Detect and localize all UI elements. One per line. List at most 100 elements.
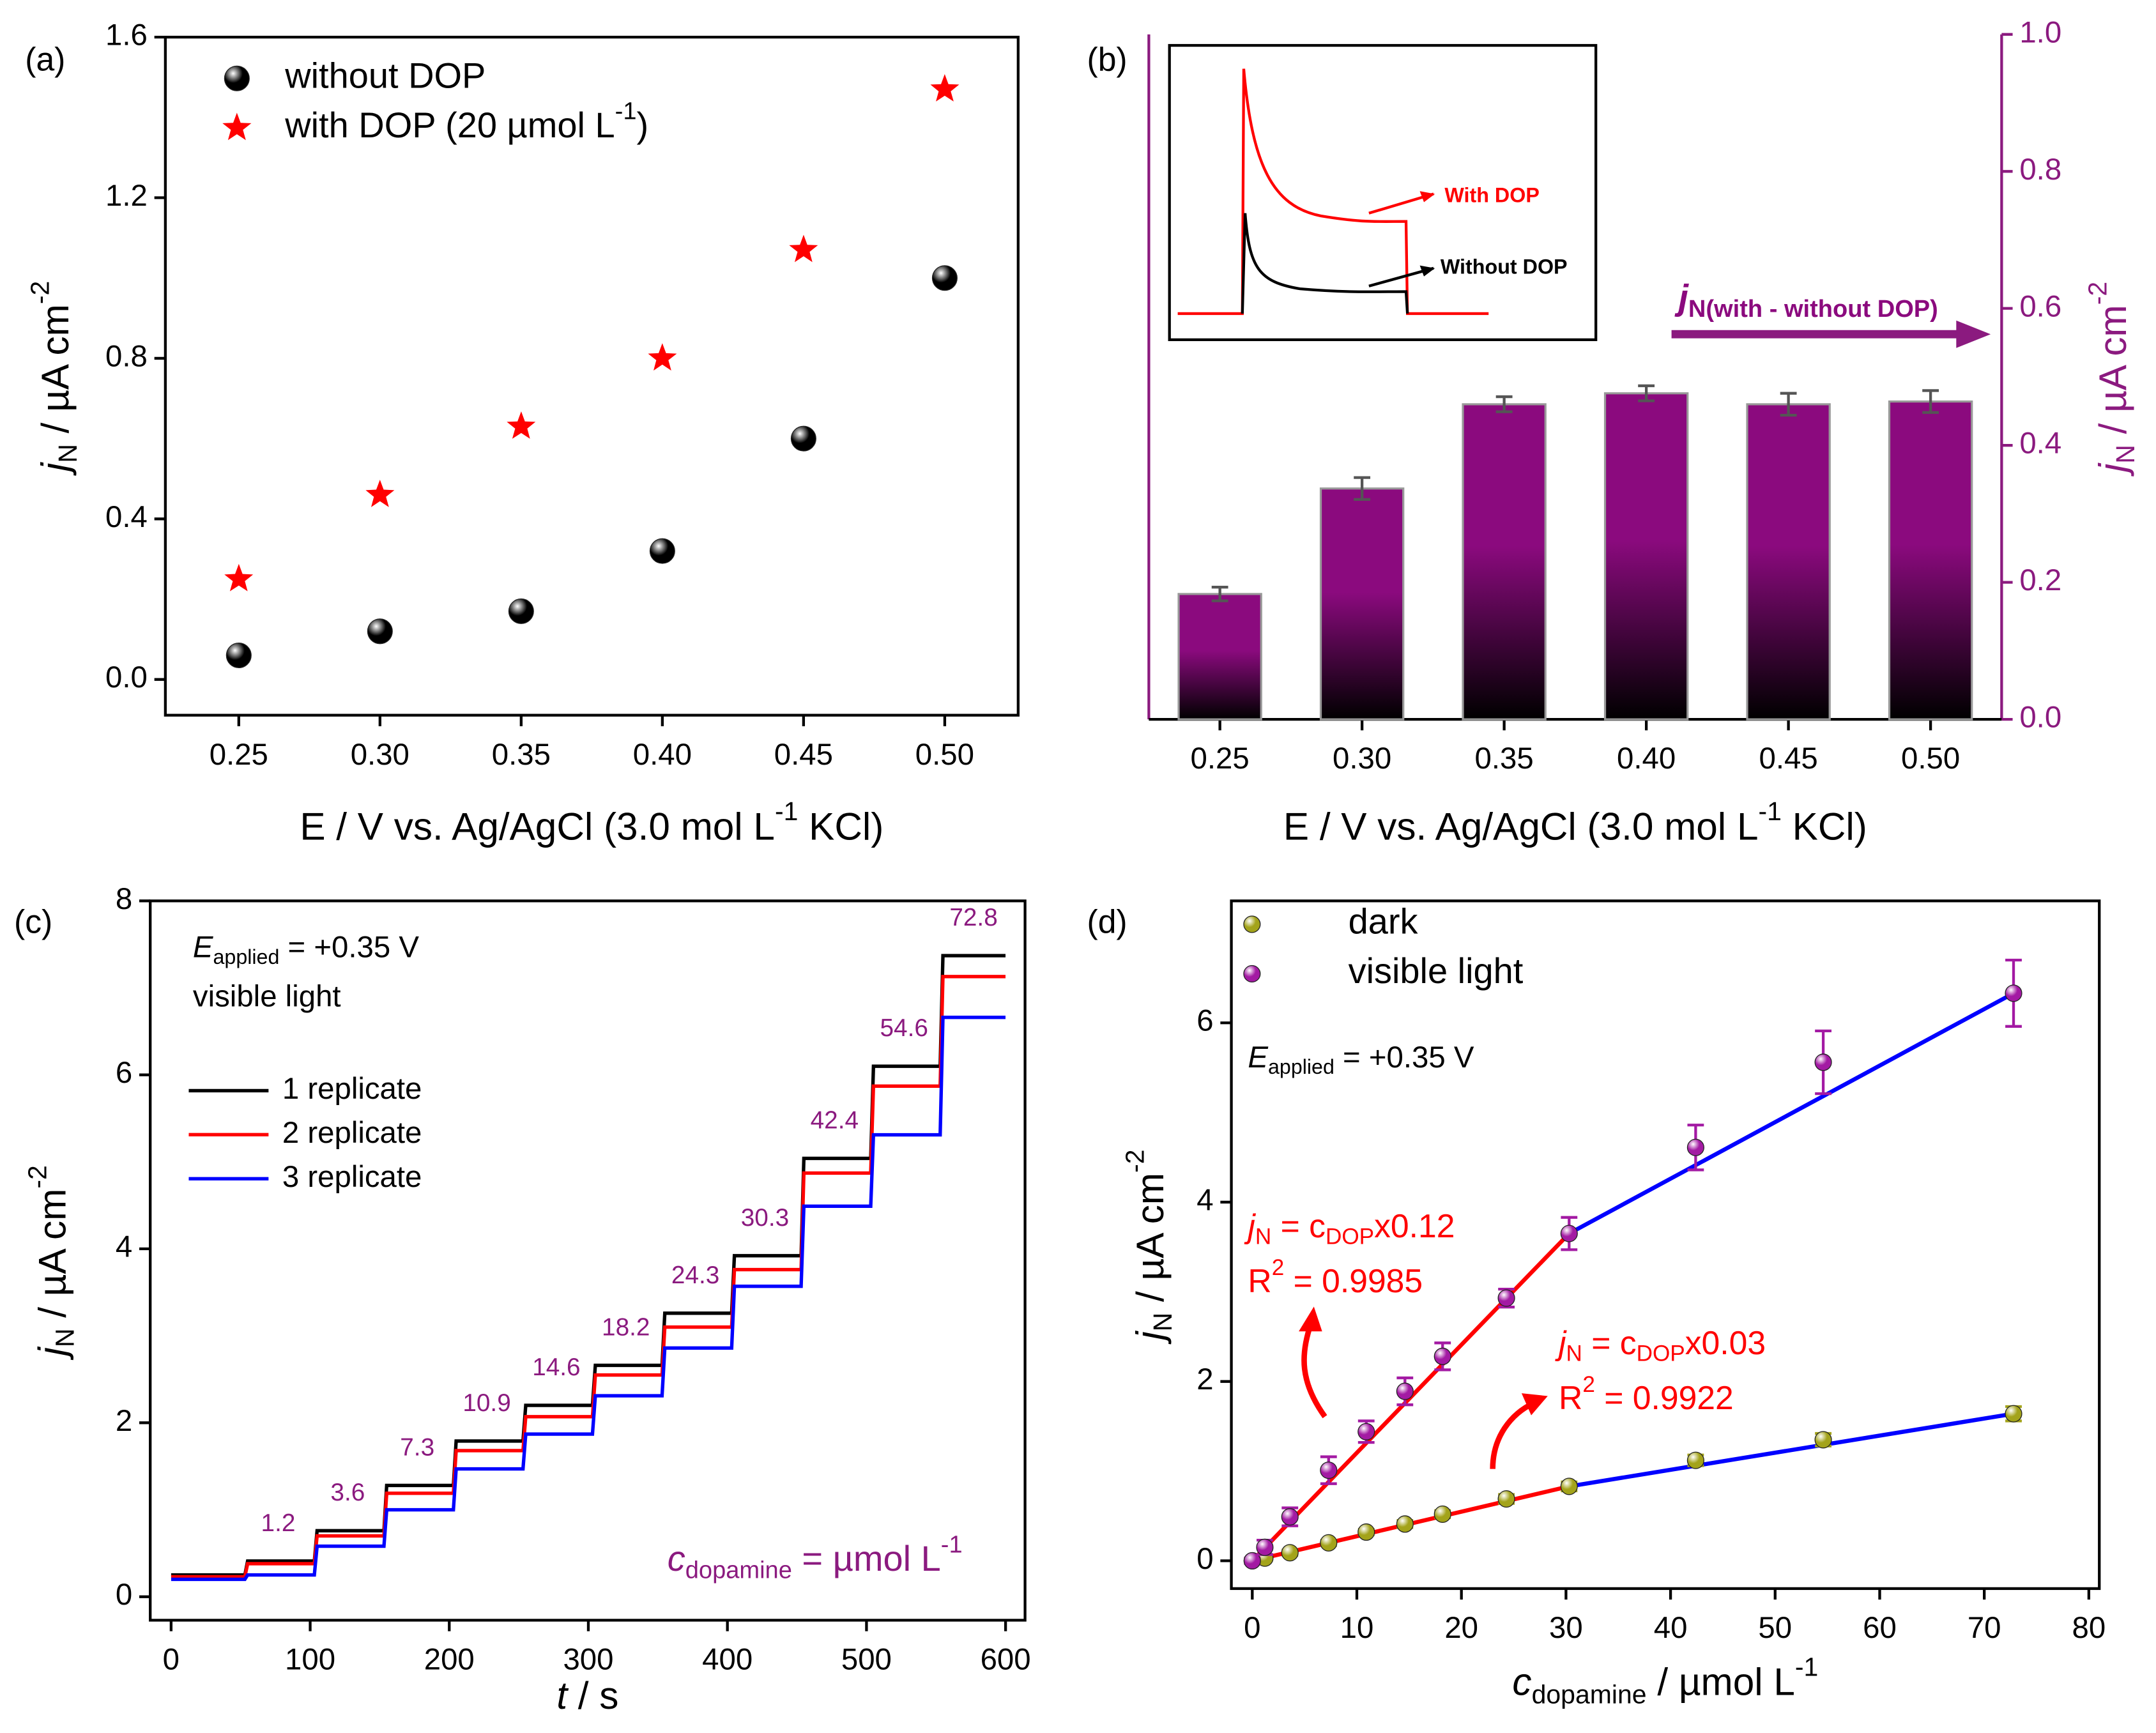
text-segment: = µmol L (792, 1538, 941, 1578)
marker (930, 74, 959, 102)
note: cdopamine = µmol L-1 (668, 1531, 963, 1584)
inset-label: Without DOP (1441, 255, 1568, 278)
error-bar (1495, 395, 1513, 413)
y-tick-label: 4 (1197, 1183, 1213, 1217)
inset-arrowhead (1419, 265, 1435, 277)
y-tick-label: 0.0 (105, 660, 148, 694)
y-tick-label: 2 (116, 1404, 132, 1438)
curved-arrow (1301, 1322, 1327, 1419)
plot-frame (1230, 899, 2101, 1591)
error-bar (1780, 392, 1797, 417)
step-label: 30.3 (741, 1204, 789, 1232)
x-axis-label: E / V vs. Ag/AgCl (3.0 mol L-1 KCl) (1283, 797, 1867, 848)
marker (1814, 1431, 1832, 1449)
note: visible light (193, 980, 341, 1014)
marker (1357, 1423, 1375, 1440)
bar (1462, 403, 1547, 721)
marker (1686, 1138, 1704, 1156)
y2-tick-label: 0.6 (2019, 289, 2061, 323)
text-segment: applied (1268, 1055, 1334, 1078)
marker (1396, 1382, 1414, 1400)
y-tick-label: 8 (116, 882, 132, 916)
fit-line (1568, 991, 2015, 1235)
bar (1319, 487, 1405, 721)
text-segment: E / V vs. Ag/AgCl (3.0 mol L (1283, 804, 1759, 848)
inset-curve-with (1177, 68, 1489, 316)
text-segment: N (53, 444, 82, 463)
legend-marker (222, 112, 252, 141)
text-segment: c (668, 1538, 685, 1578)
marker (1434, 1505, 1451, 1523)
marker (1256, 1538, 1274, 1556)
text-segment: / µA cm (1128, 1173, 1172, 1313)
note: Eapplied = +0.35 V (1248, 1040, 1474, 1078)
x-tick-label: 200 (424, 1643, 475, 1677)
bar (1603, 392, 1689, 721)
marker (1243, 1552, 1261, 1569)
text-segment: x0.12 (1374, 1207, 1455, 1244)
text-segment: 2 (1582, 1373, 1595, 1398)
text-segment: applied (213, 945, 280, 968)
y-tick-label: 0 (1197, 1542, 1213, 1576)
legend-label: without DOP (284, 56, 485, 96)
marker (1396, 1515, 1414, 1533)
marker (508, 598, 534, 624)
legend-label: with DOP (20 µmol L-1) (284, 98, 648, 145)
step-label: 72.8 (949, 904, 997, 931)
text-segment: R (1248, 1262, 1271, 1299)
marker (1560, 1225, 1578, 1242)
inset-label: With DOP (1444, 183, 1540, 206)
note: Eapplied = +0.35 V (193, 930, 419, 968)
error-bar (1211, 586, 1228, 602)
x-tick-label: 10 (1340, 1611, 1374, 1645)
text-segment: N (1255, 1225, 1271, 1249)
text-segment: ) (637, 105, 649, 145)
text-segment: -1 (1758, 797, 1781, 826)
y-axis-label: jN / µA cm-2 (25, 281, 82, 476)
x-tick-label: 0.50 (915, 738, 974, 772)
text-segment: with DOP (20 µmol L (284, 105, 615, 145)
y-tick-label: 1.6 (105, 19, 148, 52)
y-tick-label: 2 (1197, 1363, 1213, 1396)
text-segment: -1 (941, 1531, 963, 1558)
bar (1746, 403, 1831, 721)
text-segment: E (193, 930, 214, 964)
marker (1320, 1534, 1338, 1552)
curved-arrowhead (1521, 1393, 1548, 1416)
y2-tick-label: 0.2 (2019, 563, 2061, 597)
error-bar (1638, 384, 1655, 402)
text-segment: x0.03 (1685, 1324, 1766, 1361)
x-tick-label: 100 (285, 1643, 335, 1677)
error-bar (1354, 476, 1371, 501)
text-segment: N (1566, 1341, 1582, 1366)
text-segment: = +0.35 V (279, 930, 419, 964)
y-tick-label: 0.4 (105, 500, 148, 534)
text-segment: c (1512, 1660, 1531, 1704)
text-segment: = +0.35 V (1334, 1040, 1474, 1074)
x-tick-label: 0.45 (774, 738, 833, 772)
text-segment: -2 (25, 281, 54, 304)
y-tick-label: 4 (116, 1230, 132, 1264)
step-label: 1.2 (261, 1509, 296, 1537)
text-segment: / s (567, 1674, 618, 1717)
marker (649, 538, 675, 564)
legend-label: visible light (1349, 950, 1524, 991)
y-tick-label: 1.2 (105, 179, 148, 213)
text-segment: KCl) (798, 804, 883, 848)
x-tick-label: 80 (2072, 1611, 2106, 1645)
x-tick-label: 0.25 (1191, 742, 1250, 775)
text-segment: = c (1271, 1207, 1326, 1244)
marker (789, 234, 818, 263)
marker (648, 343, 677, 371)
step-label: 3.6 (330, 1479, 365, 1506)
marker (1320, 1462, 1338, 1479)
text-segment: / µA cm (33, 304, 77, 444)
text-segment: -2 (22, 1165, 52, 1188)
y2-tick-label: 0.4 (2019, 427, 2061, 461)
marker (367, 618, 393, 645)
text-segment: -1 (1795, 1652, 1818, 1681)
text-segment: / µA cm (31, 1189, 74, 1329)
